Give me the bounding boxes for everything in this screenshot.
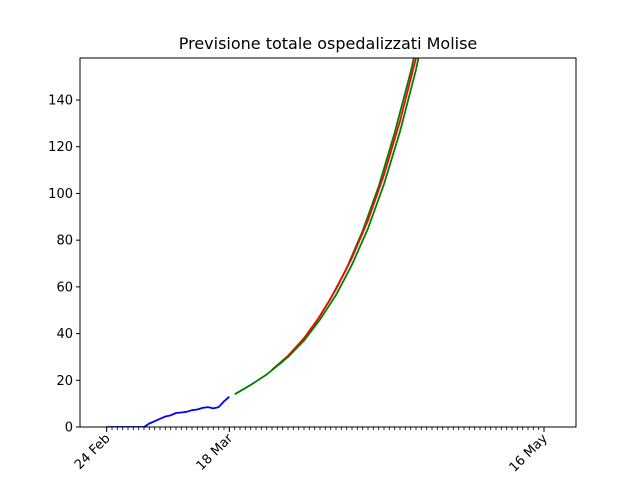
y-tick-label-3: 60 [56,280,73,295]
y-tick-label-2: 40 [56,327,73,342]
series-line-3 [271,58,420,371]
x-tick-label-2: 16 May [507,431,551,475]
series-line-0 [106,395,230,427]
y-tick-label-4: 80 [56,234,73,249]
x-tick-label-0: 24 Feb [72,431,114,473]
plot-frame [79,57,577,428]
y-tick-label-5: 100 [48,187,73,202]
series-line-1 [234,58,415,396]
x-axis: 24 Feb 18 Mar 16 May [72,427,551,475]
series-layer [106,58,420,427]
y-tick-label-6: 120 [48,140,73,155]
y-tick-label-1: 20 [56,374,73,389]
series-line-2 [271,58,417,371]
y-axis: 0 20 40 60 80 100 120 140 [48,94,80,436]
x-tick-label-1: 18 Mar [194,431,237,474]
chart-title: Previsione totale ospedalizzati Molise [179,34,478,53]
y-tick-label-7: 140 [48,94,73,109]
y-tick-label-0: 0 [65,421,73,436]
